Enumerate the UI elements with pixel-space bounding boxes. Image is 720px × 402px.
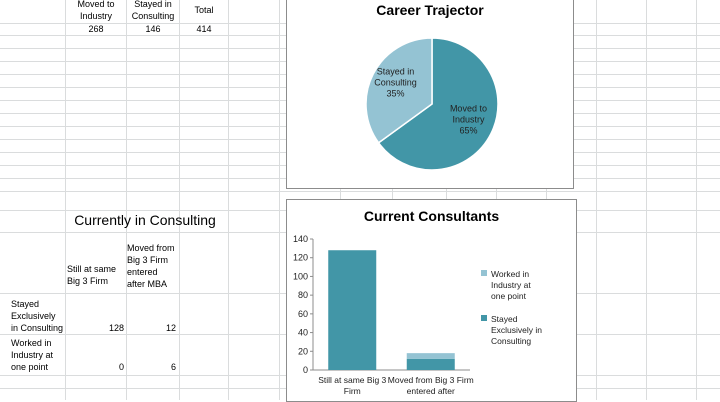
bar-chart[interactable]: Current Consultants 0 20 40 60 80 100 120 140 St…	[286, 199, 577, 402]
pie-slice-1[interactable]	[365, 37, 433, 144]
bar-chart-plot: 0 20 40 60 80 100 120 140 Still at same Big 3 Fir…	[293, 234, 542, 396]
pie-label-1: Stayed in Consulting 35%	[374, 66, 417, 98]
value-r2-c2[interactable]: 6	[170, 362, 176, 372]
value-stayed-in-consulting[interactable]: 146	[145, 24, 161, 34]
bar-1-series-0[interactable]	[406, 358, 455, 370]
col-header-moved-from-firm[interactable]: Moved from Big 3 Firm entered after MBA	[127, 243, 175, 289]
header-moved-to-industry[interactable]: Moved to Industry	[77, 0, 115, 21]
bar-y-tick-label: 0	[303, 365, 308, 375]
value-r2-c1[interactable]: 0	[118, 362, 124, 372]
bar-y-tick-label: 120	[293, 253, 308, 263]
col-header-still-same-firm[interactable]: Still at same Big 3 Firm	[67, 264, 117, 286]
bar-0-series-0[interactable]	[328, 250, 377, 370]
value-moved-to-industry[interactable]: 268	[88, 24, 104, 34]
legend-swatch-0	[481, 270, 487, 276]
legend-swatch-1	[481, 315, 487, 321]
row-label-worked-in-industry[interactable]: Worked in Industry at one point	[11, 338, 54, 372]
value-total[interactable]: 414	[196, 24, 212, 34]
bar-y-tick-label: 20	[298, 346, 308, 356]
value-r1-c1[interactable]: 128	[108, 323, 124, 333]
bar-1-series-1[interactable]	[406, 353, 455, 359]
bar-y-tick-label: 80	[298, 290, 308, 300]
bar-y-tick-label: 140	[293, 234, 308, 244]
bar-category-label-1: Moved from Big 3 Firm entered after	[388, 375, 474, 396]
bar-y-tick-label: 40	[298, 328, 308, 338]
pie-label-0: Moved to Industry 65%	[450, 104, 487, 136]
legend-entry-0: Worked in Industry at one point	[491, 269, 531, 301]
consulting-table-title[interactable]: Currently in Consulting	[74, 212, 216, 228]
bar-y-tick-label: 60	[298, 309, 308, 319]
pie-chart-plot: Moved to Industry 65% Stayed in Consulting 35…	[365, 37, 499, 171]
value-r1-c2[interactable]: 12	[165, 323, 176, 333]
pie-chart[interactable]: Career Trajector Moved to Industry 65% Stay…	[286, 0, 574, 189]
legend-entry-1: Stayed Exclusively in Consulting	[491, 314, 542, 346]
header-total[interactable]: Total	[194, 5, 214, 15]
bar-category-label-0: Still at same Big 3 Firm	[318, 375, 386, 396]
bar-y-tick-label: 100	[293, 271, 308, 281]
bar-chart-title: Current Consultants	[363, 208, 500, 224]
header-stayed-in-consulting[interactable]: Stayed in Consulting	[131, 0, 175, 21]
pie-chart-title: Career Trajector	[376, 2, 484, 18]
row-label-stayed-exclusively[interactable]: Stayed Exclusively in Consulting	[11, 299, 64, 333]
pie-slice-0[interactable]	[377, 37, 499, 171]
